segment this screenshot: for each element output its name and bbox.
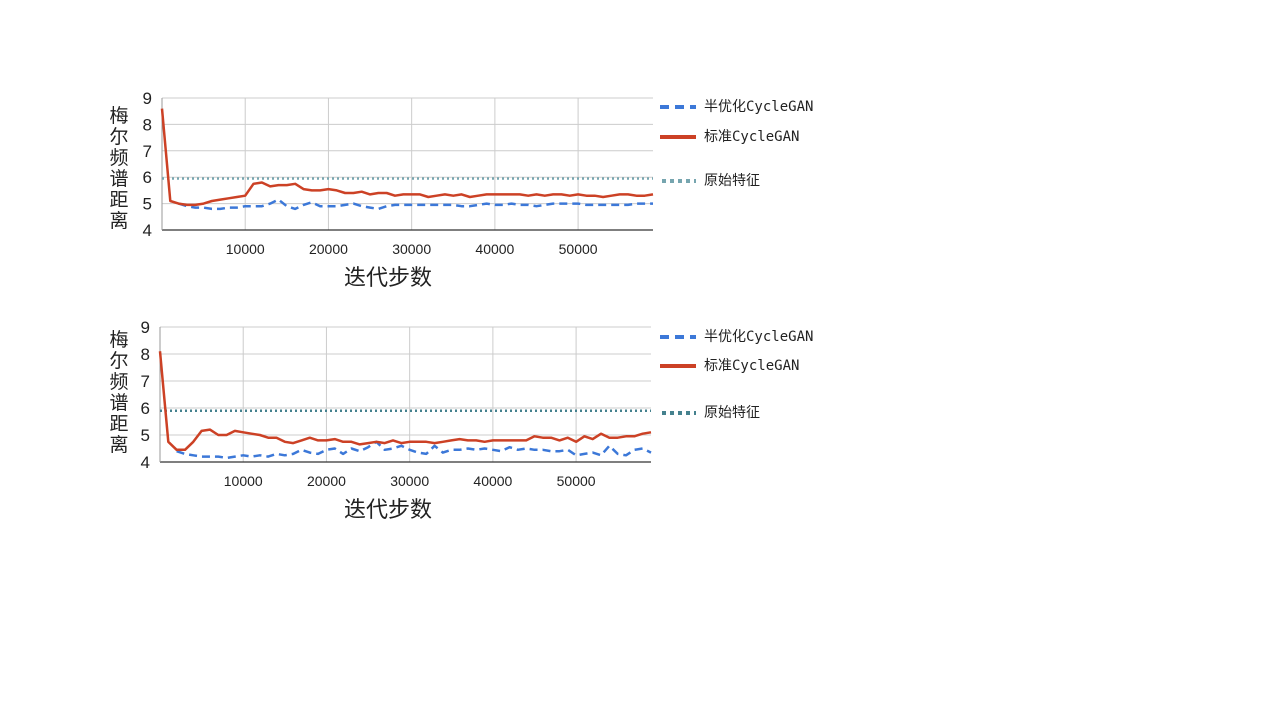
y-tick-label: 4 (141, 453, 150, 472)
legend-dashed-line-icon (660, 335, 696, 339)
legend-label: 标准CycleGAN (704, 358, 800, 374)
mel-distance-chart-top: 4 5 6 7 8 9 10000 20000 30000 40000 50000 梅尔频谱距离 迭… (0, 80, 1280, 320)
series-line-standard (160, 108, 654, 207)
x-tick-label: 50000 (559, 241, 598, 257)
x-tick-label: 30000 (392, 241, 431, 257)
x-axis-label: 迭代步数 (344, 266, 433, 291)
y-tick-label: 6 (143, 168, 152, 187)
x-tick-label: 10000 (226, 241, 265, 257)
y-tick-label: 6 (141, 399, 150, 418)
y-axis-label: 梅尔频谱距离 (109, 105, 129, 232)
x-axis-label: 迭代步数 (344, 498, 433, 523)
y-tick-label: 4 (143, 221, 152, 240)
legend-label: 标准CycleGAN (704, 129, 800, 145)
legend-solid-line-icon (660, 364, 696, 368)
series-line-standard (158, 351, 652, 452)
x-tick-label: 20000 (307, 473, 346, 489)
y-tick-label: 9 (143, 89, 152, 108)
y-tick-label: 8 (141, 345, 150, 364)
x-tick-label: 40000 (475, 241, 514, 257)
legend-dashed-line-icon (660, 105, 696, 109)
legend-solid-line-icon (660, 135, 696, 139)
y-tick-label: 7 (141, 372, 150, 391)
series-line-semi-optimized (178, 198, 653, 211)
x-tick-label: 10000 (224, 473, 263, 489)
y-tick-label: 7 (143, 142, 152, 161)
legend-dotted-line-icon (662, 179, 696, 183)
y-tick-label: 5 (143, 195, 152, 214)
x-tick-label: 50000 (557, 473, 596, 489)
legend-label: 原始特征 (704, 405, 760, 421)
y-tick-label: 8 (143, 115, 152, 134)
legend-label: 半优化CycleGAN (704, 99, 814, 115)
series-line-semi-optimized (176, 440, 652, 460)
mel-distance-chart-bottom: 4 5 6 7 8 9 10000 20000 30000 40000 50000 梅尔频谱距离 迭… (0, 310, 1280, 550)
x-tick-label: 20000 (309, 241, 348, 257)
chart-plot-svg: 4 5 6 7 8 9 10000 20000 30000 40000 50000 (141, 318, 652, 489)
legend-label: 原始特征 (704, 173, 760, 189)
y-tick-label: 5 (141, 426, 150, 445)
legend-dotted-line-icon (662, 411, 696, 415)
legend-label: 半优化CycleGAN (704, 329, 814, 345)
x-tick-label: 40000 (473, 473, 512, 489)
x-tick-label: 30000 (390, 473, 429, 489)
y-axis-label: 梅尔频谱距离 (109, 329, 129, 456)
chart-plot-svg: 4 5 6 7 8 9 10000 20000 30000 40000 50000 (143, 89, 654, 257)
y-tick-label: 9 (141, 318, 150, 337)
